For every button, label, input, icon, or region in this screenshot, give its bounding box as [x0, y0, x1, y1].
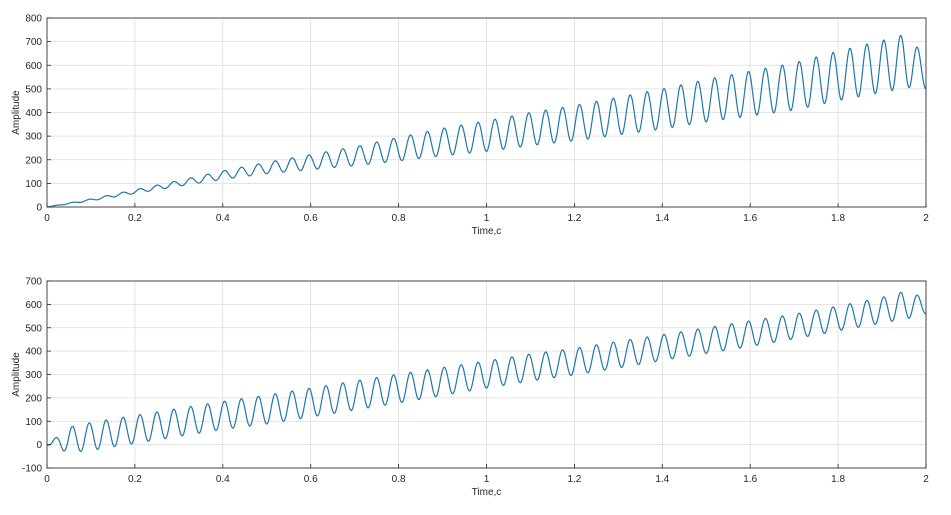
x-tick-label: 0.4: [216, 213, 230, 224]
x-tick-label: 0.8: [392, 213, 406, 224]
x-tick-label: 1.8: [831, 213, 845, 224]
y-tick-label: 100: [25, 179, 42, 190]
y-tick-label: 800: [25, 14, 42, 25]
x-tick-label: 2: [923, 213, 929, 224]
y-tick-label: 600: [25, 300, 42, 311]
y-axis-label: Amplitude: [11, 90, 22, 135]
y-tick-label: 0: [36, 440, 42, 451]
x-tick-label: 2: [923, 474, 929, 485]
y-tick-label: 300: [25, 370, 42, 381]
x-tick-label: 1: [484, 474, 490, 485]
y-tick-label: 300: [25, 132, 42, 143]
x-tick-label: 1: [484, 213, 490, 224]
y-tick-label: 200: [25, 393, 42, 404]
y-tick-label: 400: [25, 108, 42, 119]
x-tick-label: 0.8: [392, 474, 406, 485]
x-axis-label: Time,c: [472, 226, 502, 237]
x-tick-label: 0.6: [304, 474, 318, 485]
y-tick-label: 700: [25, 37, 42, 48]
y-tick-label: 500: [25, 84, 42, 95]
y-tick-label: -100: [22, 464, 42, 475]
x-tick-label: 1.6: [743, 474, 757, 485]
x-tick-label: 0.6: [304, 213, 318, 224]
series-line-1: [46, 34, 927, 208]
y-tick-label: 100: [25, 417, 42, 428]
x-tick-label: 0.2: [128, 213, 142, 224]
y-tick-label: 700: [25, 277, 42, 288]
x-axis-label: Time,c: [472, 487, 502, 498]
y-tick-label: 200: [25, 155, 42, 166]
y-tick-label: 0: [36, 203, 42, 214]
x-tick-label: 0.2: [128, 474, 142, 485]
x-tick-label: 0: [44, 474, 50, 485]
x-tick-label: 1.6: [743, 213, 757, 224]
series-line-1: [46, 291, 927, 453]
x-tick-label: 1.4: [655, 474, 669, 485]
y-tick-label: 400: [25, 347, 42, 358]
x-tick-label: 1.8: [831, 474, 845, 485]
x-tick-label: 1.2: [567, 474, 581, 485]
x-tick-label: 1.2: [567, 213, 581, 224]
chart-panel-2: 0 0.2 0.4 0.6 0.8 1 1.2 1.4 1.6 1.8 2-100010020030…: [11, 277, 929, 499]
chart-panel-1: 0 0.2 0.4 0.6 0.8 1 1.2 1.4 1.6 1.8 2 0 100 200 300 400…: [11, 14, 929, 238]
y-tick-label: 600: [25, 61, 42, 72]
x-tick-label: 0.4: [216, 474, 230, 485]
x-tick-label: 0: [44, 213, 50, 224]
x-tick-label: 1.4: [655, 213, 669, 224]
y-axis-label: Amplitude: [11, 352, 22, 397]
y-tick-label: 500: [25, 323, 42, 334]
